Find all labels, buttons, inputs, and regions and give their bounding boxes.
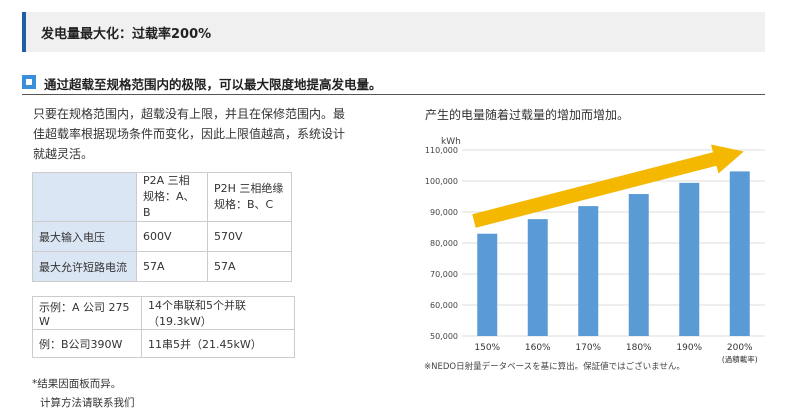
spec-header-row: P2A 三相 规格：A、B P2H 三相绝缘 规格：B、C bbox=[32, 172, 292, 222]
example-row-value: 11串5并（21.45kW） bbox=[141, 329, 295, 358]
x-tick-label: 190% bbox=[676, 343, 702, 353]
table-row: 例：B公司390W 11串5并（21.45kW） bbox=[32, 329, 295, 358]
bar bbox=[477, 233, 498, 336]
note-line-1: *结果因面板而异。 bbox=[32, 378, 122, 390]
trend-arrow-icon bbox=[472, 144, 744, 228]
y-tick-label: 90,000 bbox=[430, 208, 458, 217]
y-tick-label: 110,000 bbox=[425, 146, 458, 155]
note-line-2: 计算方法请联系我们 bbox=[40, 397, 135, 409]
intro-line-3: 就越灵活。 bbox=[33, 147, 94, 161]
intro-line-1: 只要在规格范围内，超载没有上限，并且在保修范围内。最 bbox=[33, 107, 346, 121]
page-title: 发电量最大化：过载率200% bbox=[41, 27, 212, 42]
spec-row-p2h: 570V bbox=[207, 221, 292, 252]
y-tick-label: 70,000 bbox=[430, 270, 458, 279]
example-row-label: 例：B公司390W bbox=[32, 329, 142, 358]
section-heading: 通过超载至规格范围内的极限，可以最大限度地提高发电量。 bbox=[22, 72, 765, 95]
x-tick-label: 200% bbox=[727, 343, 753, 353]
example-row-label: 示例：A 公司 275 W bbox=[32, 296, 142, 330]
header-bar: 发电量最大化：过载率200% bbox=[22, 12, 765, 52]
spec-header-p2a-line1: P2A 三相 bbox=[143, 174, 190, 187]
square-bullet-icon bbox=[22, 75, 36, 89]
x-axis-note: (過積載率) bbox=[722, 354, 758, 364]
bar bbox=[628, 194, 649, 336]
chart-title: 产生的电量随着过载量的增加而增加。 bbox=[425, 108, 630, 122]
spec-table: P2A 三相 规格：A、B P2H 三相绝缘 规格：B、C 最大输入电压 600… bbox=[32, 172, 292, 282]
spec-row-p2h: 57A bbox=[207, 251, 292, 282]
intro-paragraph: 只要在规格范围内，超载没有上限，并且在保修范围内。最 佳超载率根据现场条件而变化… bbox=[33, 104, 363, 164]
bar bbox=[527, 219, 548, 336]
bar bbox=[578, 206, 599, 336]
x-tick-label: 180% bbox=[626, 343, 652, 353]
table-row: 最大允许短路电流 57A 57A bbox=[32, 251, 292, 282]
chart-footnote: ※NEDO日射量データベースを基に算出。保証値ではございません。 bbox=[424, 362, 685, 372]
spec-header-p2h-line1: P2H 三相绝缘 bbox=[214, 182, 284, 195]
section-heading-text: 通过超载至规格范围内的极限，可以最大限度地提高发电量。 bbox=[44, 77, 382, 92]
bar bbox=[729, 171, 750, 336]
x-tick-label: 150% bbox=[474, 343, 500, 353]
example-table: 示例：A 公司 275 W 14个串联和5个并联（19.3kW） 例：B公司39… bbox=[32, 296, 295, 358]
table-row: 示例：A 公司 275 W 14个串联和5个并联（19.3kW） bbox=[32, 296, 295, 330]
intro-line-2: 佳超载率根据现场条件而变化，因此上限值越高，系统设计 bbox=[33, 127, 346, 141]
y-tick-label: 80,000 bbox=[430, 239, 458, 248]
spec-header-p2h-line2: 规格：B、C bbox=[214, 198, 274, 211]
x-tick-label: 160% bbox=[525, 343, 551, 353]
spec-header-p2a-line2: 规格：A、B bbox=[143, 190, 195, 219]
spec-row-label: 最大允许短路电流 bbox=[32, 251, 137, 282]
x-tick-label: 170% bbox=[575, 343, 601, 353]
y-tick-label: 60,000 bbox=[430, 301, 458, 310]
example-row-value: 14个串联和5个并联（19.3kW） bbox=[141, 296, 295, 330]
y-tick-label: 50,000 bbox=[430, 332, 458, 341]
spec-row-p2a: 57A bbox=[136, 251, 208, 282]
bar bbox=[679, 182, 700, 336]
y-axis-label: kWh bbox=[441, 137, 461, 147]
y-tick-label: 100,000 bbox=[425, 177, 458, 186]
